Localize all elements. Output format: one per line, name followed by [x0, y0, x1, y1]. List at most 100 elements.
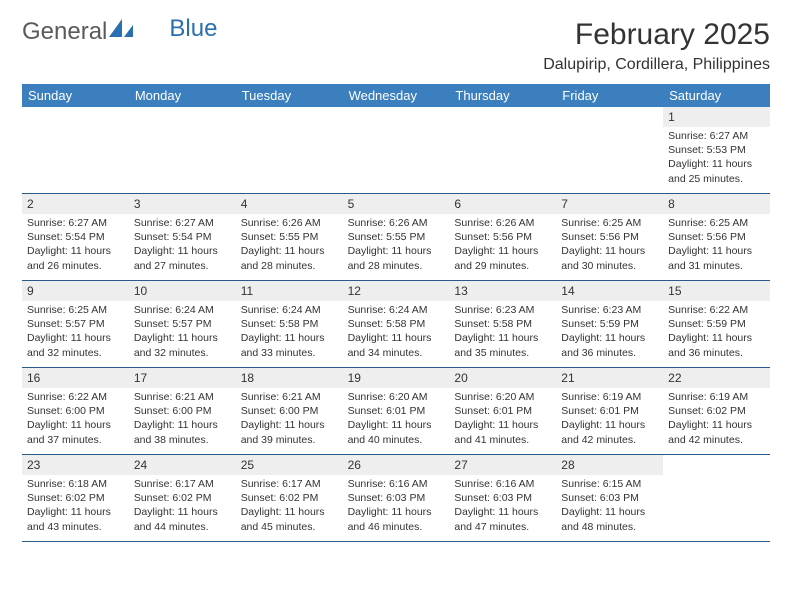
- day-cell: [556, 107, 663, 193]
- day-number-row: 10: [129, 281, 236, 301]
- day-info: Sunrise: 6:25 AMSunset: 5:56 PMDaylight:…: [668, 216, 765, 273]
- weekday-header: Monday: [129, 84, 236, 107]
- day-cell: 2Sunrise: 6:27 AMSunset: 5:54 PMDaylight…: [22, 194, 129, 280]
- sunset-text: Sunset: 6:03 PM: [561, 491, 658, 505]
- day-info: Sunrise: 6:24 AMSunset: 5:58 PMDaylight:…: [241, 303, 338, 360]
- title-block: February 2025 Dalupirip, Cordillera, Phi…: [543, 18, 770, 74]
- week-row: 16Sunrise: 6:22 AMSunset: 6:00 PMDayligh…: [22, 368, 770, 455]
- day-cell: 13Sunrise: 6:23 AMSunset: 5:58 PMDayligh…: [449, 281, 556, 367]
- daylight-text: Daylight: 11 hours and 31 minutes.: [668, 244, 765, 272]
- daylight-text: Daylight: 11 hours and 36 minutes.: [561, 331, 658, 359]
- day-cell: 23Sunrise: 6:18 AMSunset: 6:02 PMDayligh…: [22, 455, 129, 541]
- day-info: Sunrise: 6:20 AMSunset: 6:01 PMDaylight:…: [454, 390, 551, 447]
- day-number: 13: [454, 284, 467, 298]
- day-number: 5: [348, 197, 355, 211]
- sunset-text: Sunset: 5:57 PM: [134, 317, 231, 331]
- sunrise-text: Sunrise: 6:27 AM: [134, 216, 231, 230]
- weekday-header: Wednesday: [343, 84, 450, 107]
- day-number-row: 2: [22, 194, 129, 214]
- sunrise-text: Sunrise: 6:15 AM: [561, 477, 658, 491]
- daylight-text: Daylight: 11 hours and 46 minutes.: [348, 505, 445, 533]
- day-info: Sunrise: 6:25 AMSunset: 5:57 PMDaylight:…: [27, 303, 124, 360]
- daylight-text: Daylight: 11 hours and 32 minutes.: [134, 331, 231, 359]
- daylight-text: Daylight: 11 hours and 34 minutes.: [348, 331, 445, 359]
- day-number: 15: [668, 284, 681, 298]
- week-row: 1Sunrise: 6:27 AMSunset: 5:53 PMDaylight…: [22, 107, 770, 194]
- day-cell: 7Sunrise: 6:25 AMSunset: 5:56 PMDaylight…: [556, 194, 663, 280]
- sunrise-text: Sunrise: 6:17 AM: [134, 477, 231, 491]
- day-number-row: 25: [236, 455, 343, 475]
- sunset-text: Sunset: 5:54 PM: [134, 230, 231, 244]
- day-cell: 1Sunrise: 6:27 AMSunset: 5:53 PMDaylight…: [663, 107, 770, 193]
- day-number-row: 7: [556, 194, 663, 214]
- sunset-text: Sunset: 5:56 PM: [668, 230, 765, 244]
- calendar-body: 1Sunrise: 6:27 AMSunset: 5:53 PMDaylight…: [22, 107, 770, 542]
- daylight-text: Daylight: 11 hours and 47 minutes.: [454, 505, 551, 533]
- daylight-text: Daylight: 11 hours and 28 minutes.: [348, 244, 445, 272]
- day-number-row: 16: [22, 368, 129, 388]
- sunrise-text: Sunrise: 6:21 AM: [241, 390, 338, 404]
- sunset-text: Sunset: 5:54 PM: [27, 230, 124, 244]
- day-info: Sunrise: 6:25 AMSunset: 5:56 PMDaylight:…: [561, 216, 658, 273]
- day-info: Sunrise: 6:16 AMSunset: 6:03 PMDaylight:…: [454, 477, 551, 534]
- day-number: 27: [454, 458, 467, 472]
- week-row: 9Sunrise: 6:25 AMSunset: 5:57 PMDaylight…: [22, 281, 770, 368]
- day-info: Sunrise: 6:21 AMSunset: 6:00 PMDaylight:…: [241, 390, 338, 447]
- sunset-text: Sunset: 5:56 PM: [454, 230, 551, 244]
- sunrise-text: Sunrise: 6:24 AM: [134, 303, 231, 317]
- day-cell: [236, 107, 343, 193]
- day-number-row: 19: [343, 368, 450, 388]
- day-info: Sunrise: 6:27 AMSunset: 5:54 PMDaylight:…: [134, 216, 231, 273]
- daylight-text: Daylight: 11 hours and 45 minutes.: [241, 505, 338, 533]
- sunrise-text: Sunrise: 6:16 AM: [454, 477, 551, 491]
- sunset-text: Sunset: 6:03 PM: [348, 491, 445, 505]
- day-number-row: 24: [129, 455, 236, 475]
- sunrise-text: Sunrise: 6:17 AM: [241, 477, 338, 491]
- day-number-row: 8: [663, 194, 770, 214]
- day-cell: 15 Sunrise: 6:22 AMSunset: 5:59 PMDayligh…: [663, 281, 770, 367]
- sunset-text: Sunset: 5:53 PM: [668, 143, 765, 157]
- day-cell: 22Sunrise: 6:19 AMSunset: 6:02 PMDayligh…: [663, 368, 770, 454]
- day-number: 20: [454, 371, 467, 385]
- daylight-text: Daylight: 11 hours and 43 minutes.: [27, 505, 124, 533]
- day-number: 6: [454, 197, 461, 211]
- weekday-header: Thursday: [449, 84, 556, 107]
- day-number: 24: [134, 458, 147, 472]
- daylight-text: Daylight: 11 hours and 40 minutes.: [348, 418, 445, 446]
- day-cell: [22, 107, 129, 193]
- sunrise-text: Sunrise: 6:24 AM: [241, 303, 338, 317]
- daylight-text: Daylight: 11 hours and 29 minutes.: [454, 244, 551, 272]
- brand-logo: General Blue: [22, 18, 217, 46]
- daylight-text: Daylight: 11 hours and 35 minutes.: [454, 331, 551, 359]
- day-number-row: 6: [449, 194, 556, 214]
- sunrise-text: Sunrise: 6:20 AM: [348, 390, 445, 404]
- day-info: Sunrise: 6:21 AMSunset: 6:00 PMDaylight:…: [134, 390, 231, 447]
- sunset-text: Sunset: 5:58 PM: [454, 317, 551, 331]
- day-number-row: 27: [449, 455, 556, 475]
- sail-icon: [109, 18, 135, 46]
- sunset-text: Sunset: 5:58 PM: [348, 317, 445, 331]
- day-number: 8: [668, 197, 675, 211]
- day-cell: [343, 107, 450, 193]
- day-number-row: 20: [449, 368, 556, 388]
- weekday-header-row: Sunday Monday Tuesday Wednesday Thursday…: [22, 84, 770, 107]
- day-info: Sunrise: 6:23 AMSunset: 5:59 PMDaylight:…: [561, 303, 658, 360]
- day-cell: 4Sunrise: 6:26 AMSunset: 5:55 PMDaylight…: [236, 194, 343, 280]
- sunset-text: Sunset: 6:02 PM: [134, 491, 231, 505]
- day-number-row: 11: [236, 281, 343, 301]
- daylight-text: Daylight: 11 hours and 48 minutes.: [561, 505, 658, 533]
- daylight-text: Daylight: 11 hours and 27 minutes.: [134, 244, 231, 272]
- sunset-text: Sunset: 5:57 PM: [27, 317, 124, 331]
- page-header: General Blue February 2025 Dalupirip, Co…: [22, 18, 770, 74]
- sunset-text: Sunset: 5:58 PM: [241, 317, 338, 331]
- day-info: Sunrise: 6:20 AMSunset: 6:01 PMDaylight:…: [348, 390, 445, 447]
- day-number: 11: [241, 284, 253, 298]
- day-number: 19: [348, 371, 361, 385]
- day-number: 25: [241, 458, 254, 472]
- week-row: 2Sunrise: 6:27 AMSunset: 5:54 PMDaylight…: [22, 194, 770, 281]
- day-cell: 25Sunrise: 6:17 AMSunset: 6:02 PMDayligh…: [236, 455, 343, 541]
- day-number-row: 4: [236, 194, 343, 214]
- day-number: 21: [561, 371, 574, 385]
- sunrise-text: Sunrise: 6:23 AM: [561, 303, 658, 317]
- day-info: Sunrise: 6:22 AMSunset: 5:59 PMDaylight:…: [668, 303, 765, 360]
